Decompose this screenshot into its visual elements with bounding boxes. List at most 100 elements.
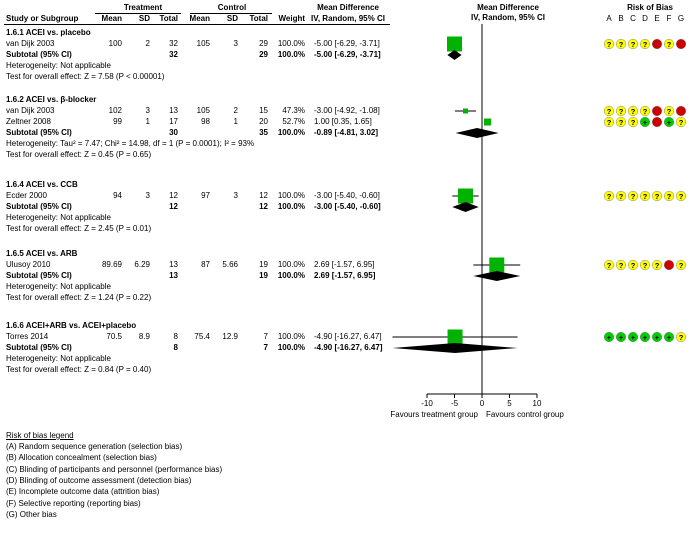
legend-item-text: Incomplete outcome data (attrition bias) <box>16 487 160 497</box>
rob-judgement-circle <box>652 39 663 50</box>
subgroup-note: Heterogeneity: Not applicable <box>6 282 111 291</box>
subtotal-diamond <box>392 343 518 353</box>
rob-judgement-symbol: ? <box>643 40 648 49</box>
rob-judgement-symbol: ? <box>667 40 672 49</box>
study-ci-text: -4.90 [-16.27, 6.47] <box>314 332 382 341</box>
legend-item: (D) Blinding of outcome assessment (dete… <box>6 476 191 486</box>
rob-judgement-circle <box>616 332 627 343</box>
rob-judgement-circle <box>676 260 687 271</box>
study-mean-control: 98 <box>201 117 210 126</box>
legend-item: (F) Selective reporting (reporting bias) <box>6 499 141 509</box>
study-sd-treatment: 6.29 <box>134 260 150 269</box>
x-axis-tick-label: 0 <box>479 399 485 408</box>
subtotal-label: Subtotal (95% CI) <box>6 271 72 280</box>
subgroup-note: Test for overall effect: Z = 2.45 (P = 0… <box>6 224 152 233</box>
rob-judgement-symbol: ? <box>643 261 648 270</box>
study-mean-treatment: 99 <box>113 117 122 126</box>
subtotal-total-treatment: 12 <box>169 202 178 211</box>
rob-judgement-circle <box>676 116 687 127</box>
rob-judgement-circle <box>628 116 639 127</box>
legend-item: (A) Random sequence generation (selectio… <box>6 442 182 452</box>
favours-left-label: Favours treatment group <box>390 410 478 419</box>
rob-judgement-symbol: ? <box>679 192 684 201</box>
rob-judgement-symbol: ? <box>607 261 612 270</box>
study-mean-treatment: 102 <box>108 106 122 115</box>
subtotal-diamond <box>447 50 462 60</box>
subtotal-label: Subtotal (95% CI) <box>6 202 72 211</box>
study-mean-control: 75.4 <box>194 332 210 341</box>
legend-item: (E) Incomplete outcome data (attrition b… <box>6 487 159 497</box>
rob-judgement-circle <box>616 260 627 271</box>
subtotal-label: Subtotal (95% CI) <box>6 343 72 352</box>
rob-judgement-circle <box>628 260 639 271</box>
subtotal-weight: 100.0% <box>277 128 305 137</box>
subgroup-note: Test for overall effect: Z = 1.24 (P = 0… <box>6 293 152 302</box>
rob-judgement-circle <box>628 332 639 343</box>
rob-letter-e: E <box>654 14 660 23</box>
study-name: van Dijk 2003 <box>6 39 55 48</box>
study-ci-text: -3.00 [-5.40, -0.60] <box>314 191 380 200</box>
legend-item-text: Random sequence generation (selection bi… <box>16 442 183 451</box>
legend-item-text: Blinding of outcome assessment (detectio… <box>17 475 192 485</box>
plot-title: Mean Difference <box>477 3 539 12</box>
study-mean-treatment: 70.5 <box>106 332 122 341</box>
subgroup-note: Test for overall effect: Z = 0.45 (P = 0… <box>6 150 152 159</box>
study-name: Ecder 2000 <box>6 191 47 200</box>
subtotal-ci-text: -3.00 [-5.40, -0.60] <box>314 202 381 211</box>
study-mean-control: 97 <box>201 191 210 200</box>
study-weight: 100.0% <box>277 332 305 341</box>
study-name: Ulusoy 2010 <box>6 260 51 269</box>
rob-judgement-symbol: ? <box>607 118 612 127</box>
col-total-control: Total <box>249 14 268 23</box>
subgroup-title: 1.6.6 ACEI+ARB vs. ACEI+placebo <box>6 321 137 330</box>
rob-judgement-circle <box>616 39 627 50</box>
study-total-treatment: 12 <box>169 191 178 200</box>
study-ci-text: 1.00 [0.35, 1.65] <box>314 117 372 126</box>
study-total-treatment: 32 <box>169 39 178 48</box>
subtotal-total-treatment: 30 <box>169 128 178 137</box>
rob-judgement-symbol: + <box>643 333 648 342</box>
legend-item: (C) Blinding of participants and personn… <box>6 465 222 475</box>
legend-item-text: Other bias <box>17 509 57 519</box>
study-effect-square <box>447 36 462 52</box>
rob-judgement-symbol: ? <box>631 40 636 49</box>
subgroup-note: Test for overall effect: Z = 0.84 (P = 0… <box>6 365 152 374</box>
study-total-treatment: 13 <box>169 106 178 115</box>
rob-judgement-circle <box>664 116 675 127</box>
subgroup-title: 1.6.2 ACEI vs. β-blocker <box>6 95 97 104</box>
rob-judgement-circle <box>676 190 687 201</box>
rob-judgement-circle <box>640 260 651 271</box>
subtotal-total-control: 12 <box>259 202 268 211</box>
subgroup-title: 1.6.5 ACEI vs. ARB <box>6 249 78 258</box>
study-mean-treatment: 89.69 <box>101 260 122 269</box>
rob-letter-g: G <box>677 14 685 23</box>
study-name: Zeltner 2008 <box>6 117 51 126</box>
study-total-control: 7 <box>263 332 268 341</box>
study-effect-square <box>447 329 463 345</box>
rob-judgement-symbol: ? <box>679 118 684 127</box>
subgroup-note: Heterogeneity: Tau² = 7.47; Chi² = 14.98… <box>6 139 255 148</box>
study-total-control: 19 <box>259 260 268 269</box>
subtotal-weight: 100.0% <box>277 202 305 211</box>
subtotal-label: Subtotal (95% CI) <box>6 128 72 137</box>
col-mean-control: Mean <box>189 14 210 23</box>
rob-judgement-symbol: ? <box>607 192 612 201</box>
rob-judgement-symbol: ? <box>655 261 660 270</box>
rob-judgement-symbol: + <box>655 333 660 342</box>
study-sd-control: 1 <box>233 117 238 126</box>
rob-letter-d: D <box>642 14 648 23</box>
subgroup-note: Test for overall effect: Z = 7.58 (P < 0… <box>6 72 165 81</box>
col-md-sub: IV, Random, 95% CI <box>311 14 385 23</box>
legend-item-letter: (C) <box>6 464 18 474</box>
rob-judgement-circle <box>676 39 687 50</box>
subtotal-weight: 100.0% <box>277 50 305 59</box>
x-axis-tick-label: 10 <box>532 399 542 408</box>
study-sd-treatment: 2 <box>145 39 150 48</box>
subgroup-title: 1.6.4 ACEI vs. CCB <box>6 180 78 189</box>
rob-judgement-circle <box>604 39 615 50</box>
study-name: van Dijk 2003 <box>6 106 55 115</box>
study-name: Torres 2014 <box>6 332 49 341</box>
subtotal-diamond <box>473 271 521 281</box>
rob-judgement-symbol: ? <box>679 261 684 270</box>
study-effect-square <box>463 108 468 114</box>
